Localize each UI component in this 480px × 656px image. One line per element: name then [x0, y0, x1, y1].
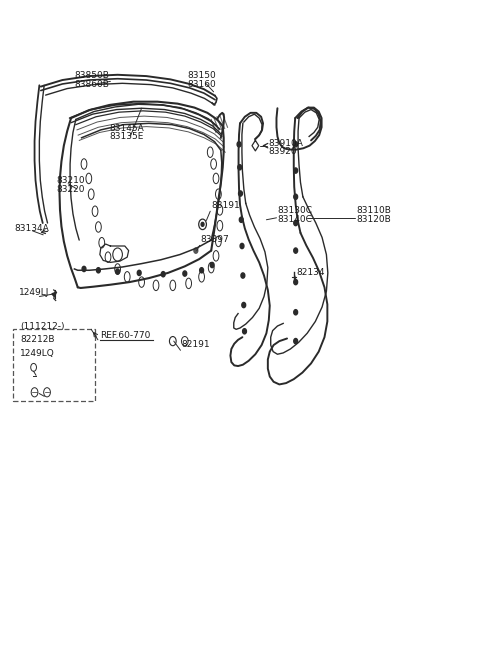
Text: 83130C: 83130C — [277, 206, 312, 215]
Circle shape — [240, 243, 244, 249]
Circle shape — [183, 271, 187, 276]
Circle shape — [82, 266, 86, 272]
Text: 83920: 83920 — [269, 147, 298, 156]
Circle shape — [294, 248, 298, 253]
Circle shape — [200, 268, 204, 273]
Circle shape — [294, 338, 298, 344]
Text: 83397: 83397 — [201, 235, 229, 244]
Text: 1249LQ: 1249LQ — [20, 349, 55, 358]
Circle shape — [242, 302, 246, 308]
Circle shape — [161, 272, 165, 277]
Circle shape — [294, 168, 298, 173]
Text: 82212B: 82212B — [20, 335, 55, 344]
Polygon shape — [52, 292, 57, 297]
Circle shape — [137, 270, 141, 276]
Text: 83135E: 83135E — [109, 132, 144, 141]
Text: 83191: 83191 — [211, 201, 240, 210]
Text: 82191: 82191 — [181, 340, 210, 349]
Circle shape — [294, 194, 298, 199]
Text: 83120B: 83120B — [356, 215, 391, 224]
Circle shape — [194, 248, 198, 253]
Circle shape — [294, 279, 298, 285]
Text: 83160: 83160 — [187, 79, 216, 89]
Text: 83210: 83210 — [57, 176, 85, 185]
Text: 83140C: 83140C — [277, 215, 312, 224]
Circle shape — [237, 142, 241, 147]
Circle shape — [96, 268, 100, 273]
Text: 83134A: 83134A — [14, 224, 49, 233]
Circle shape — [242, 329, 246, 334]
Circle shape — [116, 269, 120, 274]
Circle shape — [241, 273, 245, 278]
Circle shape — [238, 165, 241, 170]
Text: 83910A: 83910A — [269, 138, 304, 148]
Text: 83110B: 83110B — [356, 206, 391, 215]
Text: (111212-): (111212-) — [20, 321, 65, 331]
Text: 83220: 83220 — [57, 184, 85, 194]
Text: 83150: 83150 — [187, 71, 216, 80]
Text: 83860B: 83860B — [74, 79, 109, 89]
Text: 1249LJ: 1249LJ — [19, 287, 49, 297]
Circle shape — [294, 220, 298, 226]
Circle shape — [210, 262, 214, 268]
Circle shape — [201, 222, 204, 226]
Text: 83850B: 83850B — [74, 71, 109, 80]
Circle shape — [294, 142, 298, 147]
Text: 83145A: 83145A — [109, 123, 144, 133]
Circle shape — [294, 310, 298, 315]
Circle shape — [240, 217, 243, 222]
Text: 82134: 82134 — [297, 268, 325, 277]
Text: REF.60-770: REF.60-770 — [100, 331, 150, 340]
Circle shape — [239, 191, 242, 196]
